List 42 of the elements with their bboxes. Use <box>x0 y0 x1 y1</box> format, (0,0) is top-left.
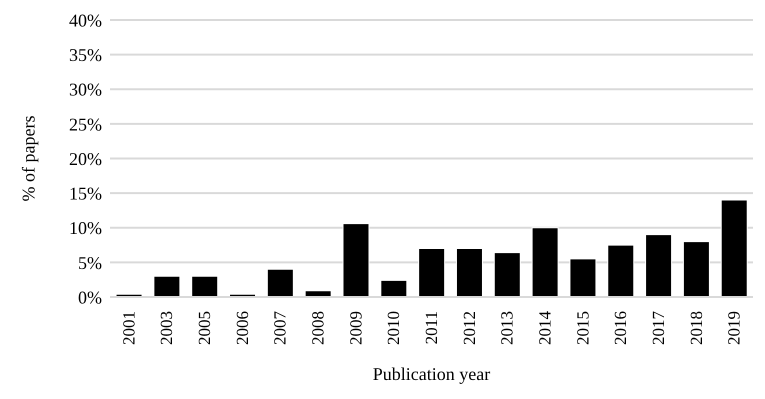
x-tick-label: 2011 <box>422 311 441 344</box>
x-tick-label: 2005 <box>195 311 214 345</box>
x-tick-label: 2014 <box>535 310 554 345</box>
x-tick-label: 2012 <box>460 311 479 345</box>
bar <box>607 244 634 297</box>
x-axis-title: Publication year <box>372 364 490 384</box>
x-tick-label: 2009 <box>346 311 366 345</box>
y-tick-label: 35% <box>69 45 102 66</box>
y-tick-label: 25% <box>69 114 102 134</box>
bar <box>266 268 294 297</box>
y-tick-label: 20% <box>69 148 102 169</box>
x-tick-label: 2013 <box>498 311 517 345</box>
bar <box>418 248 446 297</box>
x-tick-label: 2008 <box>308 311 328 345</box>
x-tick-label: 2003 <box>157 311 176 345</box>
x-tick-label: 2010 <box>384 311 404 345</box>
bar <box>720 200 748 297</box>
y-tick-label: 40% <box>69 10 102 30</box>
x-tick-label: 2019 <box>724 311 744 345</box>
bar <box>191 276 218 297</box>
x-tick-label: 2018 <box>686 311 706 345</box>
x-tick-label: 2017 <box>648 310 668 345</box>
bar <box>532 227 559 297</box>
y-tick-label: 30% <box>69 80 102 100</box>
y-tick-label: 0% <box>78 287 102 308</box>
x-tick-label: 2006 <box>232 311 252 345</box>
bar <box>682 241 710 297</box>
x-tick-label: 2015 <box>573 311 592 345</box>
x-tick-label: 2001 <box>119 311 138 345</box>
bar <box>494 252 521 297</box>
bar <box>153 276 180 297</box>
bar <box>342 223 370 297</box>
y-axis-title: % of papers <box>18 116 38 202</box>
bar <box>380 280 408 297</box>
bar <box>569 258 596 297</box>
y-tick-label: 10% <box>69 218 102 238</box>
x-tick-label: 2016 <box>611 311 630 345</box>
bar <box>456 248 483 297</box>
x-tick-label: 2007 <box>270 310 290 345</box>
bar <box>645 234 672 297</box>
y-tick-label: 5% <box>78 252 102 273</box>
y-tick-label: 15% <box>69 184 102 204</box>
